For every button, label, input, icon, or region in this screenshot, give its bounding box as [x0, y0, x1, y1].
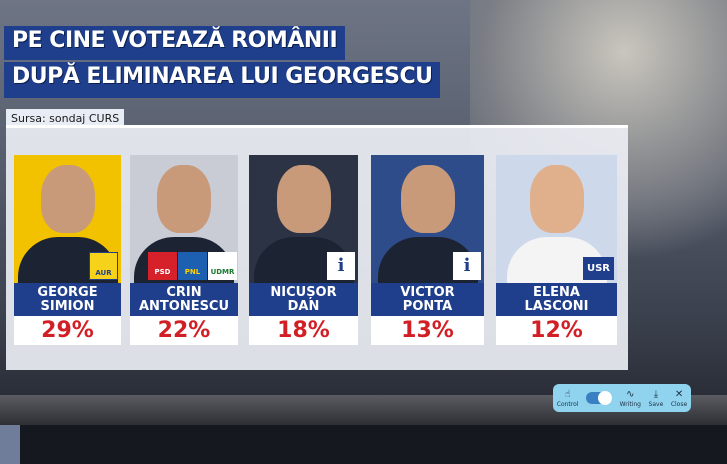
hand-icon: ☝: [564, 388, 571, 400]
save-button[interactable]: ⤓ Save: [648, 388, 664, 408]
candidate-percent: 13%: [371, 316, 484, 345]
independent-icon: i: [327, 252, 355, 280]
candidate-photo: AUR: [14, 155, 121, 283]
save-icon: ⤓: [653, 388, 659, 400]
party-logo-usr: USR: [582, 257, 614, 280]
party-logo-psd: PSD: [148, 252, 177, 280]
candidate-card-ponta: i VICTOR PONTA 13%: [371, 155, 484, 345]
candidate-name: CRIN ANTONESCU: [130, 283, 238, 316]
control-button[interactable]: ☝ Control: [556, 388, 579, 408]
candidate-percent: 18%: [249, 316, 358, 345]
candidate-name: GEORGE SIMION: [14, 283, 121, 316]
candidate-card-antonescu: PSD PNL UDMR CRIN ANTONESCU 22%: [130, 155, 238, 345]
candidate-card-simion: AUR GEORGE SIMION 29%: [14, 155, 121, 345]
writing-button[interactable]: ∿ Writing: [619, 388, 641, 408]
close-icon: ✕: [674, 388, 684, 400]
headline-line-2: DUPĂ ELIMINAREA LUI GEORGESCU: [4, 62, 441, 98]
mode-toggle[interactable]: [586, 391, 613, 405]
candidate-percent: 29%: [14, 316, 121, 345]
candidate-photo: i: [249, 155, 358, 283]
candidate-photo: PSD PNL UDMR: [130, 155, 238, 283]
candidate-name: VICTOR PONTA: [371, 283, 484, 316]
party-logo-aur: AUR: [89, 252, 118, 280]
candidate-percent: 22%: [130, 316, 238, 345]
screen-toolbar: ☝ Control ∿ Writing ⤓ Save ✕ Close: [553, 384, 691, 412]
candidate-name: NICUȘOR DAN: [249, 283, 358, 316]
candidate-name: ELENA LASCONI: [496, 283, 617, 316]
candidate-card-lasconi: USR ELENA LASCONI 12%: [496, 155, 617, 345]
close-button[interactable]: ✕ Close: [670, 388, 688, 408]
candidate-percent: 12%: [496, 316, 617, 345]
party-logo-pnl: PNL: [178, 252, 207, 280]
candidate-card-dan: i NICUȘOR DAN 18%: [249, 155, 358, 345]
side-thumbnail: [0, 425, 20, 464]
studio-floor: [0, 425, 727, 464]
independent-icon: i: [453, 252, 481, 280]
candidate-photo: USR: [496, 155, 617, 283]
candidate-photo: i: [371, 155, 484, 283]
pen-stroke-icon: ∿: [626, 388, 635, 400]
headline-line-1: PE CINE VOTEAZĂ ROMÂNII: [4, 26, 346, 60]
party-logo-udmr: UDMR: [208, 252, 237, 280]
source-label: Sursa: sondaj CURS: [6, 109, 125, 128]
